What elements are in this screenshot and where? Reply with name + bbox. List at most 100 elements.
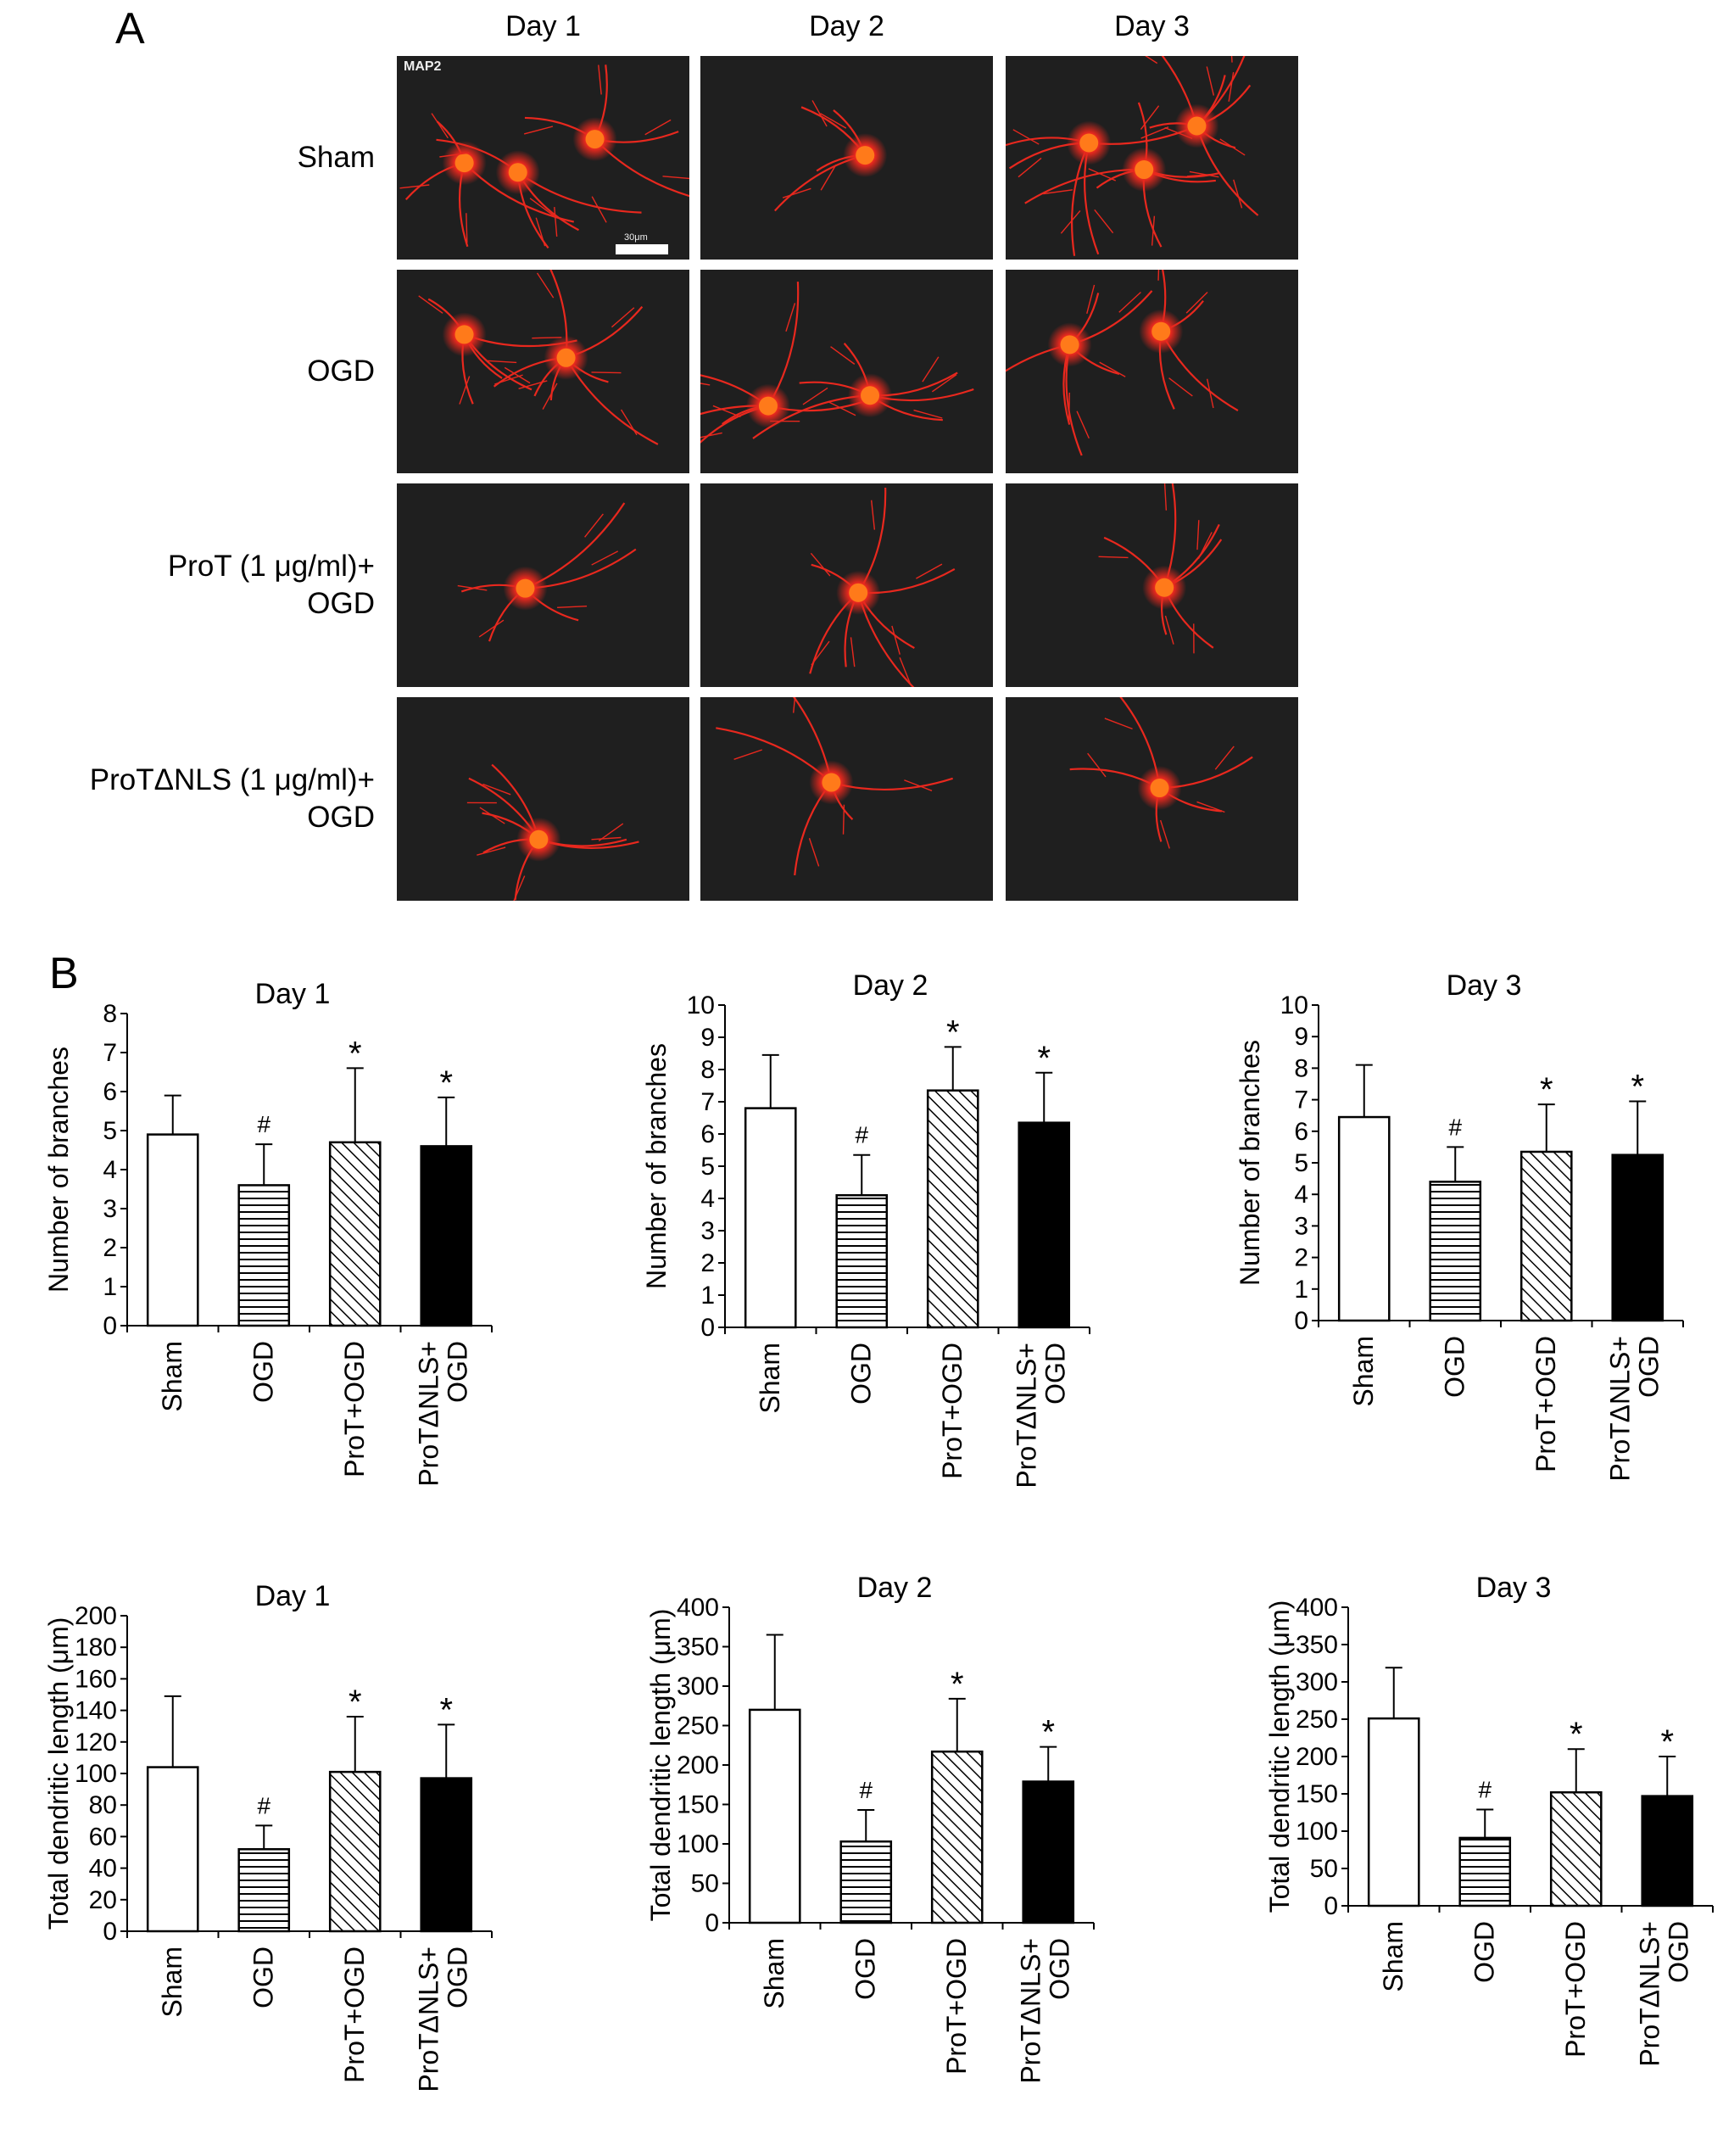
bar <box>1018 1121 1071 1329</box>
y-tick-label: 350 <box>1296 1631 1338 1659</box>
micrograph-row1-col1: MAP2 30μm <box>397 56 689 260</box>
y-tick-label: 5 <box>700 1153 715 1181</box>
panel-a-letter: A <box>115 4 145 53</box>
row-label-line: OGD <box>307 355 375 388</box>
micrograph-row4-col1 <box>397 697 689 901</box>
neuron-cell <box>493 270 659 445</box>
chart-title: Day 1 <box>255 978 331 1010</box>
micrograph-row3-col3 <box>1006 483 1298 687</box>
category-label: OGD <box>248 1947 278 2008</box>
significance-marker: # <box>859 1777 873 1803</box>
significance-marker: * <box>1041 1714 1055 1751</box>
y-tick-label: 7 <box>700 1088 715 1116</box>
micrograph-row1-col2 <box>700 56 993 260</box>
y-tick-label: 0 <box>103 1918 117 1946</box>
significance-marker: * <box>349 1684 362 1721</box>
category-label: ProTΔNLS+ <box>413 1341 443 1487</box>
micrograph-row1-col3 <box>1006 56 1298 260</box>
y-tick-label: 6 <box>700 1120 715 1148</box>
category-label: ProT+OGD <box>339 1947 370 2083</box>
significance-marker: * <box>1540 1071 1553 1109</box>
y-tick-label: 4 <box>103 1156 117 1184</box>
category-label: ProT+OGD <box>937 1343 967 1479</box>
bar <box>146 1766 199 1933</box>
y-tick-label: 0 <box>705 1909 719 1937</box>
y-tick-label: 10 <box>687 991 715 1019</box>
chart-title: Day 2 <box>857 1572 933 1604</box>
y-tick-label: 9 <box>1294 1023 1308 1051</box>
y-tick-label: 8 <box>1294 1054 1308 1082</box>
y-tick-label: 0 <box>700 1314 715 1342</box>
y-tick-label: 400 <box>1296 1594 1338 1622</box>
stain-label: MAP2 <box>404 59 442 74</box>
significance-marker: # <box>257 1792 270 1818</box>
y-tick-label: 120 <box>75 1729 117 1757</box>
y-tick-label: 150 <box>1296 1780 1338 1808</box>
neuron-cell <box>399 113 575 248</box>
y-tick-label: 10 <box>1280 991 1308 1019</box>
category-label: ProT+OGD <box>339 1341 370 1477</box>
bar-chart-5: Day 2 Total dendritic length (μm) 0 50 100 15… <box>619 1572 1119 2148</box>
bar <box>328 1141 382 1327</box>
neuron-cell <box>523 64 689 198</box>
bar <box>420 1777 473 1933</box>
y-tick-label: 50 <box>691 1870 719 1898</box>
row-label-3: ProT (1 μg/ml)+ OGD <box>19 548 375 623</box>
y-tick-label: 3 <box>1294 1212 1308 1240</box>
category-label: ProT+OGD <box>941 1938 972 2075</box>
category-label: OGD <box>1044 1938 1074 2000</box>
y-tick-label: 100 <box>1296 1818 1338 1846</box>
y-tick-label: 0 <box>1294 1307 1308 1335</box>
micrograph-row3-col2 <box>700 483 993 687</box>
column-header-day-1: Day 1 <box>505 10 581 42</box>
neuron-cell <box>1139 270 1239 412</box>
y-tick-label: 20 <box>89 1886 117 1914</box>
chart-title: Day 2 <box>853 969 928 1002</box>
micrograph-row4-col2 <box>700 697 993 901</box>
y-tick-label: 60 <box>89 1823 117 1851</box>
bar <box>926 1089 979 1329</box>
bar-chart-3: Day 3 Number of branches 0 1 2 3 4 5 6 7 8 9 10 Sham #… <box>1213 969 1709 1545</box>
row-label-2: OGD <box>19 353 375 390</box>
category-label: OGD <box>1439 1336 1469 1398</box>
neuron-cell <box>752 343 974 439</box>
category-label: OGD <box>1633 1336 1664 1398</box>
bar <box>930 1750 984 1924</box>
neuron-cell <box>436 138 642 249</box>
y-tick-label: 1 <box>103 1273 117 1301</box>
y-tick-label: 40 <box>89 1855 117 1883</box>
neuron-cell <box>700 282 870 444</box>
category-label: ProT+OGD <box>1531 1336 1561 1472</box>
category-label: OGD <box>442 1947 472 2008</box>
category-label: Sham <box>1378 1921 1408 1992</box>
category-label: ProTΔNLS+ <box>1634 1921 1664 2067</box>
neuron-cell <box>1098 483 1223 654</box>
bar <box>1337 1115 1391 1322</box>
category-label: OGD <box>1663 1921 1693 1983</box>
y-tick-label: 4 <box>1294 1181 1308 1209</box>
category-label: ProTΔNLS+ <box>413 1947 443 2092</box>
y-tick-label: 140 <box>75 1697 117 1725</box>
y-tick-label: 180 <box>75 1634 117 1662</box>
y-axis-label: Number of branches <box>1235 1040 1265 1286</box>
significance-marker: # <box>1478 1776 1492 1802</box>
y-tick-label: 0 <box>103 1312 117 1340</box>
category-label: OGD <box>1469 1921 1499 1983</box>
y-tick-label: 200 <box>75 1602 117 1630</box>
micrograph-row3-col1 <box>397 483 689 687</box>
y-tick-label: 8 <box>700 1056 715 1084</box>
significance-marker: * <box>1631 1068 1644 1105</box>
significance-marker: * <box>439 1691 453 1729</box>
neuron-cell <box>1140 56 1259 216</box>
bar <box>1429 1181 1482 1322</box>
y-tick-label: 2 <box>103 1234 117 1262</box>
y-tick-label: 2 <box>700 1249 715 1277</box>
significance-marker: * <box>439 1064 453 1102</box>
y-tick-label: 200 <box>677 1751 719 1779</box>
bar-chart-6: Day 3 Total dendritic length (μm) 0 50 100 15… <box>1221 1572 1723 2131</box>
y-tick-label: 250 <box>677 1712 719 1740</box>
significance-marker: * <box>349 1035 362 1072</box>
row-label-line: OGD <box>307 801 375 834</box>
y-tick-label: 80 <box>89 1791 117 1819</box>
bar-chart-4: Day 1 Total dendritic length (μm) 0 20 40 60 8… <box>8 1573 517 2156</box>
